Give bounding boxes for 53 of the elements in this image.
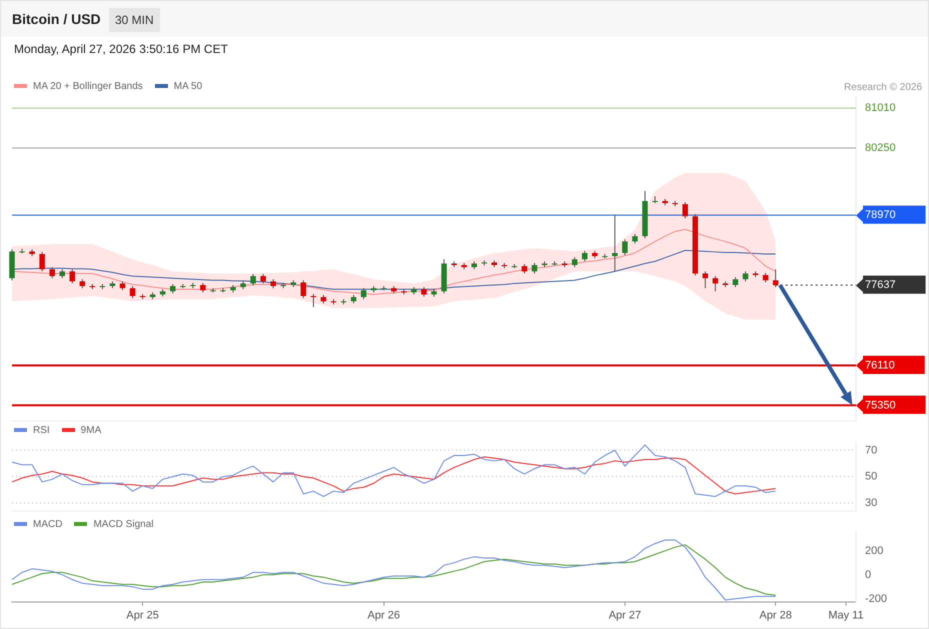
y-tick-label: 78970 — [865, 209, 896, 222]
candlestick — [310, 293, 316, 308]
candlestick — [522, 264, 528, 274]
y-tick-label: 30 — [865, 497, 878, 510]
candlestick — [622, 238, 628, 256]
candlestick — [250, 273, 256, 286]
candlestick — [572, 256, 578, 268]
y-tick-label: 50 — [865, 470, 878, 483]
chart-title: Bitcoin / USD — [12, 11, 101, 27]
candlestick — [200, 282, 206, 293]
y-tick-label: 76110 — [865, 359, 895, 372]
candlestick — [70, 268, 76, 284]
candlestick — [130, 286, 136, 299]
candlestick — [421, 286, 427, 298]
candlestick — [170, 283, 176, 294]
candlestick — [732, 276, 738, 288]
candlestick — [39, 251, 45, 272]
y-tick-label: 200 — [865, 544, 884, 557]
x-tick-label: Apr 25 — [126, 609, 159, 622]
text: 30 MIN — [109, 8, 160, 32]
x-tick-label: Apr 26 — [368, 609, 400, 622]
x-tick-label: Apr 27 — [608, 609, 642, 622]
candlestick — [612, 214, 618, 272]
y-tick-label: 75350 — [865, 399, 896, 412]
candlestick — [532, 262, 538, 274]
legend-label: MACD Signal — [92, 519, 154, 531]
candlestick — [582, 250, 588, 262]
legend-label: 9MA — [80, 425, 102, 437]
candlestick — [702, 270, 708, 289]
candlestick — [360, 288, 366, 300]
candlestick — [632, 234, 638, 244]
text: Research © 2026 — [844, 82, 922, 93]
y-tick-label: -200 — [865, 592, 888, 605]
y-tick-label: 81010 — [865, 102, 896, 114]
x-tick-label: Apr 28 — [759, 609, 792, 622]
legend-label: MA 50 — [172, 81, 202, 93]
candlestick — [762, 272, 768, 283]
legend-label: MA 20 + Bollinger Bands — [32, 81, 143, 93]
candlestick — [712, 276, 718, 292]
candlestick — [772, 268, 778, 288]
y-tick-label: 80250 — [865, 142, 896, 154]
candlestick — [742, 270, 748, 282]
legend-label: RSI — [32, 425, 50, 437]
y-tick-label: 70 — [865, 444, 878, 456]
candlestick — [300, 280, 306, 299]
legend-label: MACD — [32, 519, 62, 531]
y-tick-label: 77637 — [865, 279, 896, 292]
candlestick — [260, 273, 266, 284]
candlestick — [682, 202, 688, 219]
x-tick-label: May 11 — [828, 609, 864, 622]
candlestick — [49, 266, 55, 279]
y-tick-label: 0 — [865, 568, 872, 581]
chart-subtitle: Monday, April 27, 2026 3:50:16 PM CET — [14, 42, 228, 56]
